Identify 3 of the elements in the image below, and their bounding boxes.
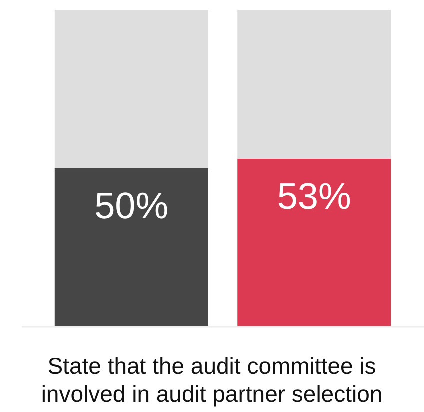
data-label: 50% — [94, 186, 169, 226]
x-axis-title: State that the audit committee is involved in audit partner selection — [41, 353, 383, 407]
data-label: 53% — [277, 176, 352, 217]
